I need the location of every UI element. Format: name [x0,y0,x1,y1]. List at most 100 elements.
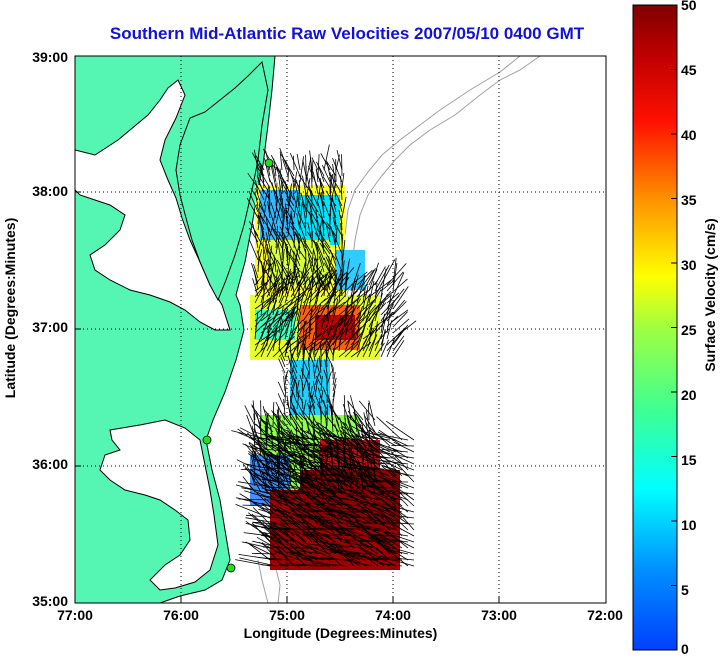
velocity-arrow [386,320,393,340]
velocity-arrow [377,541,409,561]
velocity-arrow [296,342,300,356]
velocity-arrow [374,342,385,358]
velocity-arrow [315,510,343,537]
velocity-arrow [319,177,325,201]
velocity-arrow [392,286,409,310]
velocity-arrow [299,201,303,225]
velocity-arrow [324,242,337,261]
velocity-arrow [325,338,334,356]
velocity-arrow [312,364,316,380]
velocity-arrow [277,406,280,421]
velocity-arrow [265,557,295,561]
velocity-arrow [301,410,316,427]
station-marker [202,435,212,445]
velocity-arrow [265,435,295,447]
velocity-arrow [256,204,265,225]
velocity-arrow [308,308,313,334]
velocity-arrow [304,262,307,279]
velocity-arrow [290,311,298,340]
velocity-arrow [264,532,289,555]
velocity-arrow [374,334,382,352]
velocity-arrow [256,165,271,189]
velocity-arrow [338,279,342,304]
velocity-arrow [299,467,337,471]
velocity-arrow [375,488,397,507]
velocity-arrow [272,277,279,304]
velocity-arrow [276,546,295,567]
velocity-arrow [315,169,325,195]
velocity-arrow [350,416,379,447]
velocity-arrow [330,522,355,549]
velocity-arrow [284,271,289,292]
velocity-arrow [372,474,391,495]
velocity-arrow [290,210,295,237]
velocity-arrow [336,506,361,531]
velocity-arrow [392,318,410,334]
velocity-arrow [337,531,373,543]
velocity-arrow [314,335,325,358]
colorbar-tick: 10 [681,517,697,533]
velocity-arrow [338,309,355,322]
velocity-arrow [371,440,403,453]
velocity-arrow [265,232,271,249]
velocity-arrow [275,446,292,463]
velocity-arrow [391,445,415,447]
velocity-arrow [350,308,368,334]
velocity-arrow [316,500,349,519]
velocity-arrow [347,421,358,439]
velocity-arrow [329,547,367,555]
velocity-arrow [290,375,295,386]
velocity-arrow [392,490,409,507]
velocity-arrow [322,220,325,237]
velocity-arrow [281,235,284,261]
velocity-arrow [383,532,415,549]
velocity-arrow [323,201,331,219]
chesapeake-bay [75,79,231,331]
velocity-arrow [368,303,383,328]
velocity-arrow [321,471,334,493]
velocity-arrow [308,382,311,398]
velocity-arrow [323,400,328,416]
velocity-arrow [368,280,375,304]
velocity-arrow [293,265,301,291]
velocity-arrow [290,396,292,410]
velocity-arrow [260,502,289,525]
velocity-arrow [241,487,277,495]
velocity-arrow [290,338,302,358]
velocity-arrow [322,444,349,453]
velocity-arrow [294,451,319,459]
axis-ticks [75,191,500,603]
velocity-arrow [374,484,403,507]
velocity-arrow [377,431,409,447]
velocity-arrow [350,278,356,298]
velocity-arrow [362,269,375,286]
velocity-arrow [374,282,378,304]
velocity-arrow [299,515,319,537]
velocity-arrow [252,278,259,297]
velocity-arrow [284,277,291,298]
velocity-arrow [374,510,403,525]
velocity-arrow [323,262,337,285]
velocity-arrow [295,461,331,477]
velocity-arrow [320,375,323,392]
velocity-arrow [246,498,277,519]
velocity-arrow [326,272,337,297]
velocity-arrow [306,496,337,507]
velocity-arrow [381,465,403,483]
velocity-arrow [272,269,279,298]
velocity-arrow [321,237,325,255]
velocity-arrow [356,283,369,298]
map-title: Southern Mid-Atlantic Raw Velocities 200… [109,24,585,43]
velocity-arrow [235,504,271,519]
velocity-arrow [334,253,343,273]
velocity-arrow [332,446,367,459]
velocity-arrow [301,237,313,255]
velocity-arrow [278,301,293,316]
velocity-arrow [308,357,310,368]
velocity-arrow [364,415,376,433]
velocity-arrow [331,515,361,525]
velocity-arrow [302,159,307,177]
velocity-arrow [298,487,319,507]
velocity-arrow [316,276,325,291]
velocity-arrow [362,280,379,298]
